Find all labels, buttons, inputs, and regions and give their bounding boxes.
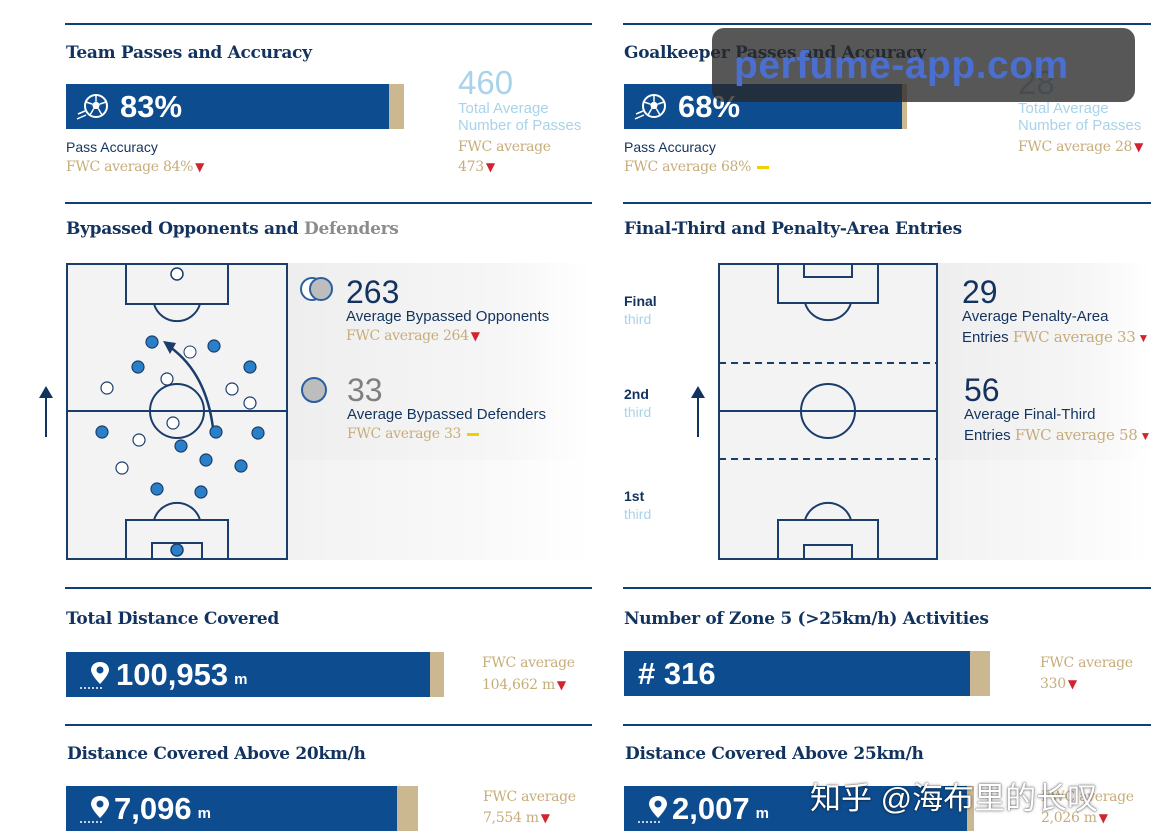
- dist25-value: 2,007: [672, 790, 750, 826]
- watermark-banner: perfume-app.com: [712, 28, 1135, 102]
- divider-dist25: [623, 724, 1151, 726]
- team-accuracy-label: Pass Accuracy: [66, 139, 158, 155]
- dist20-bar-tail: [397, 786, 418, 831]
- distance-unit: m: [234, 671, 248, 688]
- team-accuracy-bar: 83%: [66, 84, 389, 129]
- entries-stats-panel: [938, 263, 1151, 460]
- down-arrow-icon: ▼: [195, 160, 205, 174]
- down-arrow-icon: ▼: [1137, 331, 1150, 345]
- football-icon: [76, 92, 110, 122]
- team-total-passes-label: Total Average Number of Passes: [458, 100, 582, 134]
- final-third-entries-value: 56: [964, 372, 1000, 408]
- zone5-value: # 316: [638, 655, 716, 691]
- down-arrow-icon: ▼: [1134, 140, 1144, 154]
- bypassed-stats-panel: [288, 263, 592, 460]
- location-pin-icon: [638, 794, 668, 824]
- dist25-fwc-value: 2,026 m ▼: [1041, 810, 1108, 826]
- divider-gk-passes: [623, 23, 1151, 25]
- team-accuracy-bar-tail: [389, 84, 404, 129]
- attack-direction-arrow-icon: [39, 386, 53, 437]
- penalty-entries-value: 29: [962, 274, 998, 310]
- dist20-fwc-label: FWC average: [483, 789, 576, 805]
- dist25-fwc-label: FWC average: [1041, 789, 1134, 805]
- final-third-entries-label-2: Entries FWC average 58 ▼: [964, 426, 1152, 444]
- divider-bypassed: [65, 202, 592, 204]
- bypassed-title: Bypassed Opponents and Defenders: [66, 219, 399, 239]
- bypassed-opponents-label: Average Bypassed Opponents: [346, 308, 550, 325]
- third-label-2nd: 2nd third: [624, 386, 652, 420]
- gk-accuracy-fwc: FWC average 68%: [624, 159, 770, 175]
- gk-accuracy-label: Pass Accuracy: [624, 139, 716, 155]
- distance-fwc-value: 104,662 m ▼: [482, 677, 566, 693]
- bypassed-pitch-diagram: [66, 263, 288, 560]
- unchanged-dash-icon: [757, 165, 770, 169]
- bypassed-opponents-fwc: FWC average 264 ▼: [346, 328, 480, 344]
- down-arrow-icon: ▼: [556, 678, 566, 692]
- dist25-unit: m: [755, 805, 769, 822]
- dist20-title: Distance Covered Above 20km/h: [67, 744, 366, 764]
- dist25-title: Distance Covered Above 25km/h: [625, 744, 924, 764]
- bypassed-lower-panel: [288, 460, 592, 560]
- entries-lower-panel: [938, 460, 1151, 560]
- location-pin-icon: [80, 794, 110, 824]
- third-label-final: Final third: [624, 293, 657, 327]
- down-arrow-icon: ▼: [1067, 677, 1077, 691]
- entries-title: Final-Third and Penalty-Area Entries: [624, 219, 962, 239]
- entries-pitch-diagram: [718, 263, 938, 560]
- dist25-bar: 2,007 m: [624, 786, 967, 831]
- third-label-1st: 1st third: [624, 488, 652, 522]
- divider-entries: [623, 202, 1151, 204]
- bypassed-defenders-fwc: FWC average 33: [347, 426, 480, 442]
- bypassed-defenders-label: Average Bypassed Defenders: [347, 406, 547, 423]
- down-arrow-icon: ▼: [540, 811, 550, 825]
- penalty-entries-label-2: Entries FWC average 33 ▼: [962, 328, 1150, 346]
- gk-passes-fwc: FWC average 28 ▼: [1018, 139, 1144, 155]
- team-passes-fwc-label: FWC average: [458, 139, 551, 155]
- team-passes-fwc-value: 473 ▼: [458, 159, 495, 175]
- zone5-bar: # 316: [624, 651, 970, 696]
- divider-zone5: [623, 587, 1151, 589]
- down-arrow-icon: ▼: [1098, 811, 1108, 825]
- zone5-fwc-value: 330 ▼: [1040, 676, 1077, 692]
- bypassed-opponents-value: 263: [346, 274, 400, 310]
- down-arrow-icon: ▼: [470, 329, 480, 343]
- defenders-circle-icon: [301, 377, 327, 403]
- team-total-passes: 460: [458, 64, 514, 101]
- zone5-bar-tail: [970, 651, 990, 696]
- final-third-entries-label-1: Average Final-Third: [964, 406, 1096, 423]
- distance-value: 100,953: [116, 656, 229, 692]
- dist25-bar-tail: [967, 786, 974, 831]
- football-icon: [634, 92, 668, 122]
- down-arrow-icon: ▼: [485, 160, 495, 174]
- opponents-circles-icon: [300, 277, 333, 301]
- penalty-entries-label-1: Average Penalty-Area: [962, 308, 1109, 325]
- divider-distance: [65, 587, 592, 589]
- down-arrow-icon: ▼: [1139, 429, 1152, 443]
- team-passes-title: Team Passes and Accuracy: [66, 43, 312, 63]
- gk-accuracy-bar-tail: [902, 84, 907, 129]
- zone5-title: Number of Zone 5 (>25km/h) Activities: [624, 609, 989, 629]
- distance-bar: 100,953 m: [66, 652, 430, 697]
- divider-team-passes: [65, 23, 592, 25]
- zone5-fwc-label: FWC average: [1040, 655, 1133, 671]
- distance-title: Total Distance Covered: [66, 609, 279, 629]
- team-accuracy-fwc: FWC average 84% ▼: [66, 159, 205, 175]
- team-accuracy-value: 83%: [120, 88, 183, 124]
- dist20-value: 7,096: [114, 790, 192, 826]
- dist20-bar: 7,096 m: [66, 786, 397, 831]
- watermark-text: perfume-app.com: [734, 44, 1069, 87]
- location-pin-icon: [80, 660, 110, 690]
- bypassed-defenders-value: 33: [347, 372, 383, 408]
- unchanged-dash-icon: [467, 432, 480, 436]
- dist20-fwc-value: 7,554 m ▼: [483, 810, 550, 826]
- dist20-unit: m: [197, 805, 211, 822]
- divider-dist20: [65, 724, 592, 726]
- gk-total-passes-label: Total Average Number of Passes: [1018, 100, 1142, 134]
- attack-direction-arrow-icon: [691, 386, 705, 437]
- distance-fwc-label: FWC average: [482, 655, 575, 671]
- zhihu-watermark: 知乎 @海布里的长叹: [810, 781, 1099, 816]
- distance-bar-tail: [430, 652, 444, 697]
